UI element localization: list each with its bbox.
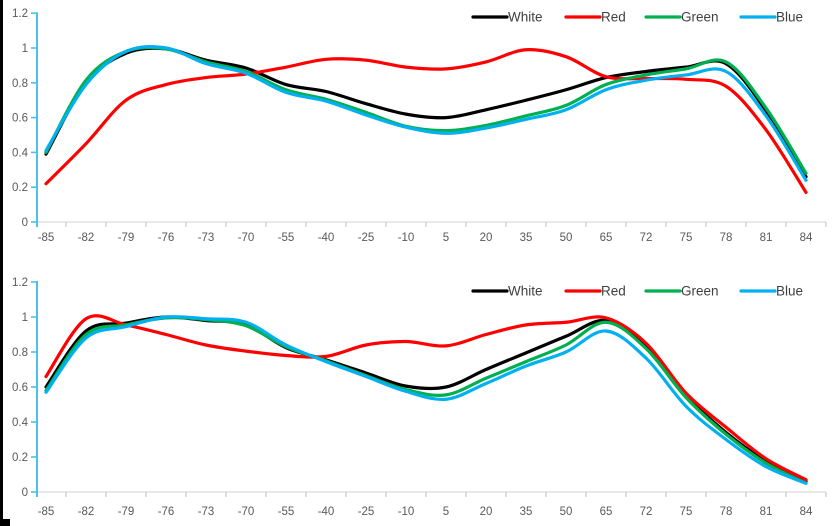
y-axis-label: 0.6 [12,113,28,125]
legend-item-white[interactable]: White [471,10,543,25]
y-axis-label: 1 [22,312,28,324]
x-axis-label: 84 [800,232,813,244]
x-axis-label: -79 [118,232,135,244]
series-line-green[interactable] [44,45,808,175]
legend-label-blue: Blue [776,284,803,299]
chart-top-container[interactable]: 0 0.2 0.4 0.6 0.8 1 1.2 -85 -82 -79 -76 -73 -70 -55 -4… [0,0,834,263]
x-axis-label: -40 [318,232,335,244]
x-axis-label: 81 [760,232,773,244]
x-axis-label: -10 [398,232,415,244]
x-axis-label: -85 [38,232,55,244]
y-axis-label: 1.2 [12,277,28,289]
x-axis-label: 81 [760,506,773,518]
legend-item-green[interactable]: Green [644,284,719,299]
y-axis-label: 0.4 [12,147,29,159]
legend-label-red: Red [601,284,626,299]
x-axis-label: -76 [158,232,175,244]
legend-label-green: Green [681,10,719,25]
series-line-blue[interactable] [44,314,808,485]
x-axis-label: -70 [238,506,255,518]
window-corner-block [0,519,10,526]
y-axis-label: 0.2 [12,452,28,464]
legend-item-red[interactable]: Red [564,10,626,25]
y-axis-label: 0.2 [12,182,28,194]
x-axis-label: 35 [520,232,533,244]
x-axis-label: 78 [720,506,733,518]
x-axis-label: -79 [118,506,135,518]
x-axis-label: -82 [78,232,95,244]
x-axis-label: 78 [720,232,733,244]
legend-label-green: Green [681,284,719,299]
series-line-blue[interactable] [44,45,808,182]
x-axis-label: -76 [158,506,175,518]
x-axis-label: -73 [198,506,215,518]
x-axis-label: 72 [640,232,653,244]
x-axis-label: -82 [78,506,95,518]
x-axis-label: 84 [800,506,813,518]
viewing-angle-chart-top[interactable]: 0 0.2 0.4 0.6 0.8 1 1.2 -85 -82 -79 -76 -73 -70 -55 -4… [0,0,834,263]
window-left-border [0,0,3,526]
legend-label-red: Red [601,10,626,25]
y-axis-label: 1.2 [12,8,28,20]
legend-item-white[interactable]: White [471,284,543,299]
x-axis-label: 75 [680,506,693,518]
legend-item-blue[interactable]: Blue [739,284,803,299]
x-axis-label: 20 [480,506,493,518]
x-axis-label: 20 [480,232,493,244]
x-axis-label: 5 [443,506,449,518]
x-axis-label: -25 [358,232,375,244]
y-axis-label: 1 [22,43,28,55]
x-axis-label: -70 [238,232,255,244]
y-axis-label: 0.4 [12,417,29,429]
x-axis-label: -40 [318,506,335,518]
x-axis-label: 35 [520,506,533,518]
x-axis-label: -73 [198,232,215,244]
x-axis-label: 65 [600,232,613,244]
series-line-red[interactable] [44,314,808,482]
y-axis-label: 0.8 [12,78,28,90]
x-axis-label: 50 [560,232,573,244]
chart-bottom-container[interactable]: 0 0.2 0.4 0.6 0.8 1 1.2 -85 -82 -79 -76 -73 -70 -55 -4… [0,263,834,526]
series-line-red[interactable] [44,48,808,195]
legend-item-red[interactable]: Red [564,284,626,299]
y-axis-label: 0.8 [12,347,28,359]
y-axis-label: 0 [22,217,28,229]
y-axis-label: 0 [22,487,28,499]
legend-item-green[interactable]: Green [644,10,719,25]
x-axis-label: 50 [560,506,573,518]
x-axis-label: 65 [600,506,613,518]
y-axis-label: 0.6 [12,382,28,394]
x-axis-label: 75 [680,232,693,244]
x-axis-label: -55 [278,232,295,244]
legend-label-blue: Blue [776,10,803,25]
legend-label-white: White [508,10,543,25]
x-axis-label: 72 [640,506,653,518]
legend-label-white: White [508,284,543,299]
x-axis-label: -85 [38,506,55,518]
x-axis-label: 5 [443,232,449,244]
x-axis-label: -10 [398,506,415,518]
viewing-angle-chart-bottom[interactable]: 0 0.2 0.4 0.6 0.8 1 1.2 -85 -82 -79 -76 -73 -70 -55 -4… [0,263,834,526]
x-axis-label: -25 [358,506,375,518]
x-axis-label: -55 [278,506,295,518]
legend-item-blue[interactable]: Blue [739,10,803,25]
